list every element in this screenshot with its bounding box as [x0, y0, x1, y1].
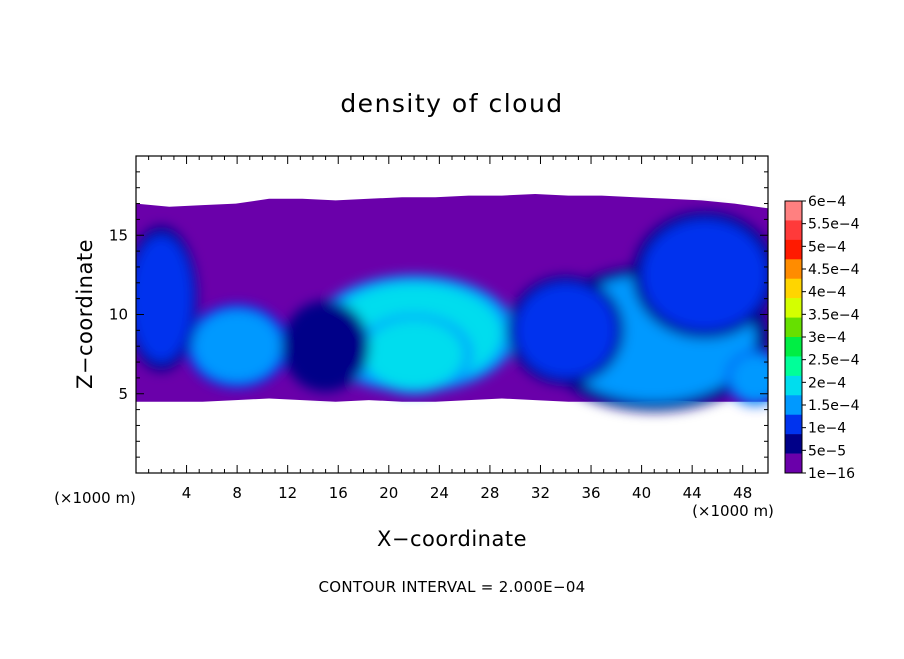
- x-tick-label: 20: [379, 484, 398, 502]
- contour-interval-note: CONTOUR INTERVAL = 2.000E−04: [318, 578, 585, 596]
- colorbar-label: 5.5e−4: [808, 217, 860, 233]
- colorbar-swatch: [785, 375, 802, 396]
- cloud-cell: [641, 219, 768, 331]
- colorbar-label: 1e−16: [808, 466, 855, 482]
- x-unit-left: (×1000 m): [54, 489, 136, 507]
- x-tick-label: 12: [278, 484, 297, 502]
- y-tick-label: 10: [109, 306, 128, 324]
- colorbar-label: 1.5e−4: [808, 398, 860, 414]
- cloud-cells: [136, 211, 768, 412]
- x-tick-label: 36: [581, 484, 600, 502]
- x-tick-label: 8: [232, 484, 242, 502]
- colorbar-swatch: [785, 356, 802, 377]
- cloud-cell: [192, 309, 282, 383]
- colorbar-swatch: [785, 317, 802, 338]
- cloud-cell: [730, 354, 768, 402]
- colorbar-label: 2e−4: [808, 375, 846, 391]
- y-axis: 5 10 15: [109, 171, 768, 458]
- colorbar-label: 6e−4: [808, 194, 846, 210]
- y-tick-label: 5: [118, 385, 128, 403]
- colorbar-label: 5e−5: [808, 443, 846, 459]
- colorbar-label: 3.5e−4: [808, 307, 860, 323]
- x-tick-label: 28: [480, 484, 499, 502]
- colorbar-swatch: [785, 201, 802, 221]
- colorbar-label: 5e−4: [808, 239, 846, 255]
- x-unit-right: (×1000 m): [692, 502, 774, 520]
- colorbar-swatch: [785, 395, 802, 416]
- colorbar-label: 4.5e−4: [808, 262, 860, 278]
- colorbar-swatch: [785, 239, 802, 260]
- x-tick-label: 32: [531, 484, 550, 502]
- colorbar-swatch: [785, 278, 802, 299]
- x-tick-label: 44: [683, 484, 702, 502]
- colorbar-swatch: [785, 414, 802, 435]
- colorbar-label: 1e−4: [808, 421, 846, 437]
- x-tick-label: 40: [632, 484, 651, 502]
- x-tick-label: 4: [182, 484, 192, 502]
- x-tick-label: 16: [329, 484, 348, 502]
- cloud-cell: [363, 319, 465, 389]
- cloud-cell: [287, 306, 364, 386]
- colorbar-swatch: [785, 453, 802, 474]
- plot-area: [136, 194, 768, 412]
- x-axis-title: X−coordinate: [377, 527, 527, 551]
- chart-title: density of cloud: [340, 89, 563, 118]
- colorbar-label: 4e−4: [808, 285, 846, 301]
- colorbar-swatch: [785, 434, 802, 454]
- colorbar-swatch: [785, 298, 802, 318]
- cloud-cell: [515, 282, 617, 378]
- y-tick-label: 15: [109, 226, 128, 244]
- colorbar-label: 3e−4: [808, 330, 846, 346]
- colorbar: 6e−4 5.5e−4 5e−4 4.5e−4 4e−4 3.5e−4 3e−4 2.5e−4…: [784, 194, 860, 482]
- x-tick-label: 24: [430, 484, 449, 502]
- cloud-cell: [136, 235, 193, 363]
- colorbar-swatch: [785, 259, 802, 280]
- x-tick-label: 48: [733, 484, 752, 502]
- x-axis: 4 8 12 16 20 24 28 32 36 40 44 48: [148, 156, 756, 502]
- colorbar-swatch: [785, 337, 802, 357]
- y-axis-title: Z−coordinate: [73, 239, 97, 389]
- colorbar-swatch: [785, 220, 802, 241]
- colorbar-label: 2.5e−4: [808, 353, 860, 369]
